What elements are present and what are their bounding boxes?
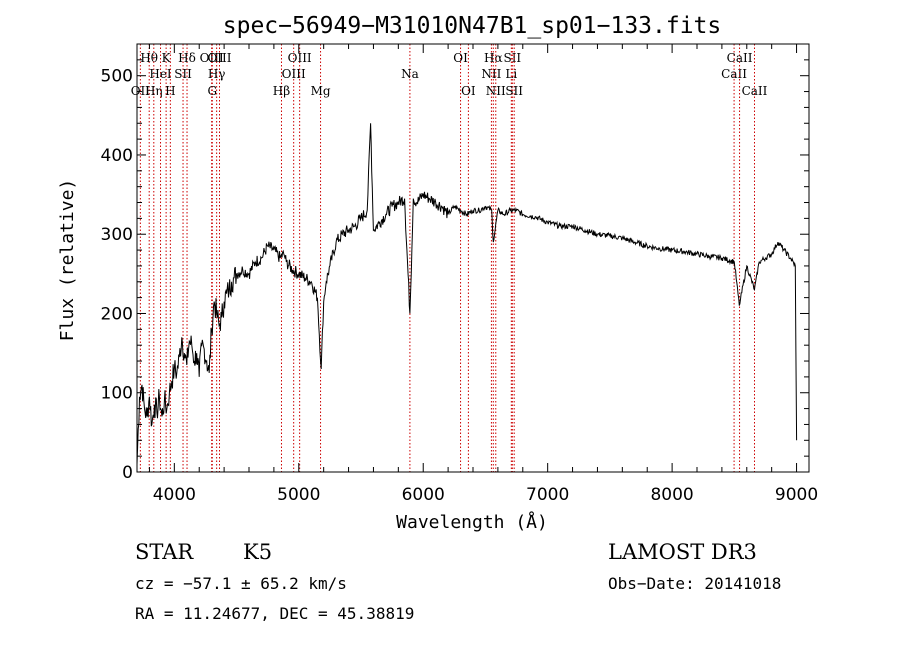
spectrum-line [136, 123, 798, 465]
y-tick-label: 200 [101, 304, 133, 324]
x-axis-label: Wavelength (Å) [396, 511, 548, 533]
x-tick-label: 5000 [277, 485, 320, 505]
spectral-line-label: H [165, 84, 175, 98]
spectral-line-label: CaII [742, 84, 768, 98]
spectral-line-label: OIII [282, 67, 306, 81]
spectral-line-label: Hθ [140, 51, 158, 65]
object-class: STAR [135, 540, 194, 564]
y-tick-label: 100 [101, 384, 133, 404]
spectral-line-label: HeI [149, 67, 172, 81]
spectral-line-label: CaII [727, 51, 753, 65]
x-tick-label: 4000 [153, 485, 196, 505]
spectral-line-label: Hα [484, 51, 503, 65]
spectral-line-label: OIII [207, 51, 231, 65]
spectral-line-markers: HθHηHeIKHSIIHδOIIOIIIGHγOIIIHβOIIIOIIIMg… [131, 44, 768, 472]
spectral-line-label: CaII [721, 67, 747, 81]
object-subclass: K5 [243, 540, 273, 564]
y-tick-label: 300 [101, 225, 133, 245]
spectral-line-label: Na [401, 67, 419, 81]
plot-frame [136, 43, 810, 473]
spectral-line-label: OIII [288, 51, 312, 65]
y-tick-label: 400 [101, 146, 133, 166]
x-tick-label: 7000 [526, 485, 569, 505]
chart-title: spec−56949−M31010N47B1_sp01−133.fits [223, 13, 722, 39]
spectral-line-label: G [207, 84, 217, 98]
spectral-line-label: OI [461, 84, 476, 98]
spectral-line-label: OI [453, 51, 468, 65]
spectral-line-label: Mg [311, 84, 331, 98]
y-tick-label: 500 [101, 67, 133, 87]
spectral-line-label: SII [503, 51, 521, 65]
x-tick-label: 8000 [650, 485, 693, 505]
spectral-line-label: SII [505, 84, 523, 98]
spectral-line-label: Hη [145, 84, 163, 98]
coordinates: RA = 11.24677, DEC = 45.38819 [135, 604, 415, 623]
spectral-line-label: OII [131, 84, 151, 98]
spectral-line-label: Hβ [273, 84, 290, 98]
x-tick-label: 6000 [402, 485, 445, 505]
axis-ticks: 4000 5000 6000 7000 8000 9000 0 100 200 300 400 500 [101, 43, 818, 505]
observation-date: Obs−Date: 20141018 [608, 574, 782, 593]
y-tick-label: 0 [122, 463, 133, 483]
y-axis-label: Flux (relative) [57, 179, 78, 342]
spectral-line-label: Li [505, 67, 517, 81]
x-tick-label: 9000 [775, 485, 818, 505]
redshift-velocity: cz = −57.1 ± 65.2 km/s [135, 574, 347, 593]
spectral-line-label: NII [486, 84, 506, 98]
spectral-line-label: Hγ [208, 67, 226, 81]
spectral-line-label: SII [174, 67, 192, 81]
survey-name: LAMOST DR3 [608, 540, 757, 564]
spectral-line-label: K [162, 51, 172, 65]
spectral-line-label: Hδ [178, 51, 196, 65]
spectral-line-label: NII [481, 67, 501, 81]
